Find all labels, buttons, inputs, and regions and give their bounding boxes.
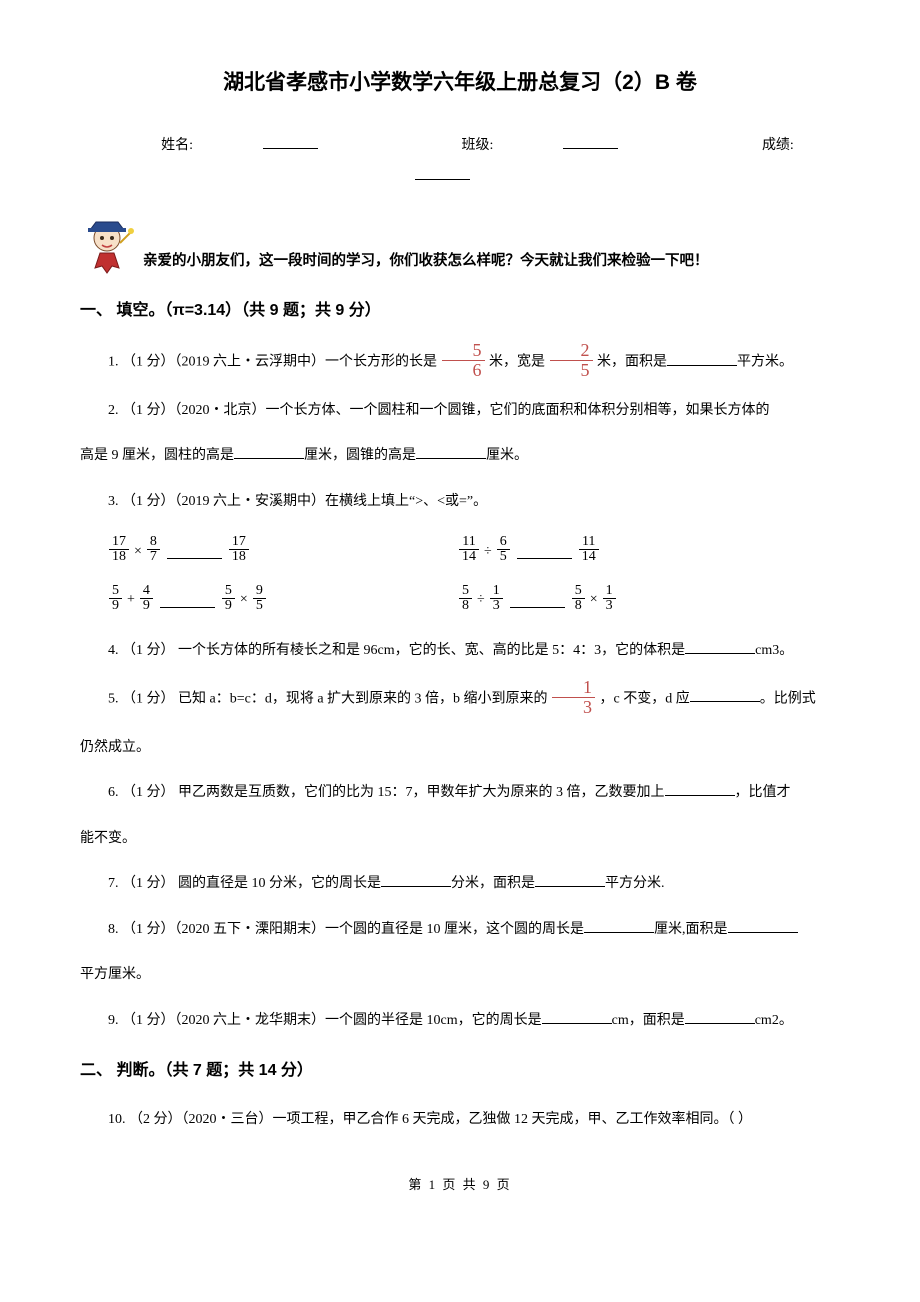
name-label: 姓名:	[161, 138, 193, 153]
q3-cell-1: 1718 × 87 1718	[108, 537, 458, 568]
q3-blank-2[interactable]	[517, 544, 572, 559]
q2-blank1[interactable]	[234, 444, 304, 459]
class-blank[interactable]	[563, 134, 618, 149]
q3-grid: 1718 × 87 1718 1114 ÷ 65 1114 59 + 49 59	[108, 537, 840, 617]
question-8: 8. （1 分）（2020 五下・溧阳期末）一个圆的直径是 10 厘米，这个圆的…	[80, 913, 840, 947]
q5-blank[interactable]	[690, 687, 760, 702]
question-2-cont: 高是 9 厘米，圆柱的高是厘米，圆锥的高是厘米。	[80, 439, 840, 473]
q3-blank-4[interactable]	[510, 593, 565, 608]
question-8-cont: 平方厘米。	[80, 958, 840, 992]
q1-blank[interactable]	[667, 351, 737, 366]
q9-blank2[interactable]	[685, 1009, 755, 1024]
question-10: 10. （2 分）（2020・三台）一项工程，甲乙合作 6 天完成，乙独做 12…	[80, 1103, 840, 1137]
name-blank[interactable]	[263, 134, 318, 149]
q4-blank[interactable]	[685, 639, 755, 654]
q8-blank2[interactable]	[728, 918, 798, 933]
section-2-heading: 二、 判断。（共 7 题；共 14 分）	[80, 1053, 840, 1088]
q7-blank2[interactable]	[535, 872, 605, 887]
mascot-icon	[80, 218, 135, 278]
question-6-cont: 能不变。	[80, 822, 840, 856]
q3-blank-1[interactable]	[167, 544, 222, 559]
score-blank[interactable]	[415, 165, 470, 180]
q3-cell-4: 58 ÷ 13 58 × 13	[458, 585, 808, 616]
question-1: 1. （1 分）（2019 六上・云浮期中）一个长方形的长是 56 米，宽是 2…	[80, 343, 840, 382]
q2-blank2[interactable]	[416, 444, 486, 459]
question-4: 4. （1 分） 一个长方体的所有棱长之和是 96cm，它的长、宽、高的比是 5…	[80, 634, 840, 668]
q6-blank[interactable]	[665, 781, 735, 796]
question-9: 9. （1 分）（2020 六上・龙华期末）一个圆的半径是 10cm，它的周长是…	[80, 1004, 840, 1038]
page-title: 湖北省孝感市小学数学六年级上册总复习（2）B 卷	[80, 60, 840, 106]
q3-cell-3: 59 + 49 59 × 95	[108, 585, 458, 616]
student-info-row: 姓名: 班级: 成绩:	[80, 131, 840, 193]
section-1-heading: 一、 填空。（π=3.14）（共 9 题；共 9 分）	[80, 293, 840, 328]
q9-blank1[interactable]	[542, 1009, 612, 1024]
q8-blank1[interactable]	[584, 918, 654, 933]
q3-cell-2: 1114 ÷ 65 1114	[458, 537, 808, 568]
question-3: 3. （1 分）（2019 六上・安溪期中）在横线上填上“>、<或=”。	[80, 485, 840, 519]
page-footer: 第 1 页 共 9 页	[80, 1171, 840, 1200]
intro-text: 亲爱的小朋友们，这一段时间的学习，你们收获怎么样呢？今天就让我们来检验一下吧！	[143, 246, 709, 278]
intro-row: 亲爱的小朋友们，这一段时间的学习，你们收获怎么样呢？今天就让我们来检验一下吧！	[80, 218, 840, 278]
question-5: 5. （1 分） 已知 a：b=c：d，现将 a 扩大到原来的 3 倍，b 缩小…	[80, 680, 840, 719]
question-2: 2. （1 分）（2020・北京）一个长方体、一个圆柱和一个圆锥，它们的底面积和…	[80, 394, 840, 428]
class-label: 班级:	[462, 138, 494, 153]
question-6: 6. （1 分） 甲乙两数是互质数，它们的比为 15：7，甲数年扩大为原来的 3…	[80, 776, 840, 810]
question-5-cont: 仍然成立。	[80, 731, 840, 765]
question-7: 7. （1 分） 圆的直径是 10 分米，它的周长是分米，面积是平方分米.	[80, 867, 840, 901]
q3-blank-3[interactable]	[160, 593, 215, 608]
q7-blank1[interactable]	[381, 872, 451, 887]
score-label: 成绩:	[762, 138, 794, 153]
